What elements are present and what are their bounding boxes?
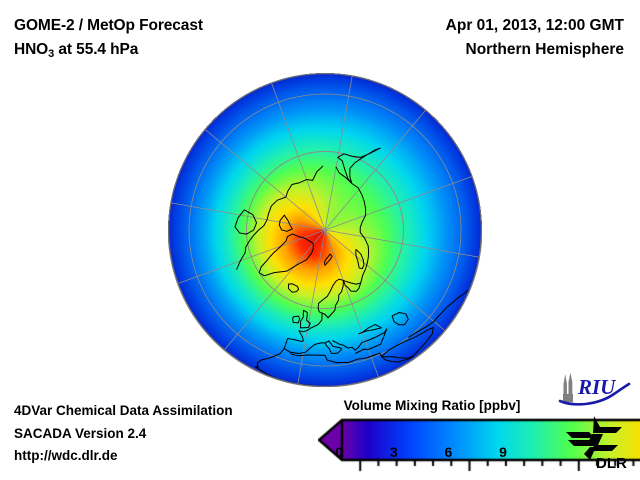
globe-canvas <box>168 73 482 387</box>
header-meta-block: Apr 01, 2013, 12:00 GMT Northern Hemisph… <box>446 14 624 62</box>
pressure-level-label: at 55.4 hPa <box>54 41 139 58</box>
footer-line-url: http://wdc.dlr.de <box>14 448 118 463</box>
dlr-logo: DLR <box>566 416 627 472</box>
colorbar-tick-9: 9 <box>499 444 507 460</box>
species-subscript: 3 <box>48 48 55 60</box>
footer-text-block: 4DVar Chemical Data Assimilation SACADA … <box>14 400 233 468</box>
riu-wave-icon <box>558 382 631 406</box>
header-title-block: GOME-2 / MetOp Forecast HNO3 at 55.4 hPa <box>14 14 203 63</box>
colorbar-title: Volume Mixing Ratio [ppbv] <box>343 398 521 413</box>
colorbar-tick-6: 6 <box>444 444 453 460</box>
colorbar-tick-0: 0 <box>335 444 343 460</box>
dlr-mark-icon <box>566 416 622 460</box>
colorbar: Volume Mixing Ratio [ppbv] 0 3 6 9 <box>318 398 640 474</box>
colorbar-tick-3: 3 <box>389 444 398 460</box>
footer-line-assimilation: 4DVar Chemical Data Assimilation <box>14 403 233 418</box>
globe-map <box>168 73 482 387</box>
riu-cathedral-towers-icon <box>563 372 573 402</box>
timestamp-label: Apr 01, 2013, 12:00 GMT <box>445 17 624 34</box>
region-label: Northern Hemisphere <box>465 41 624 58</box>
header-title-line1: GOME-2 / MetOp Forecast <box>14 17 203 34</box>
riu-logo: RIU <box>558 372 631 406</box>
dlr-wordmark: DLR <box>596 455 627 472</box>
species-label: HNO <box>14 41 49 58</box>
header-title-line2: HNO3 at 55.4 hPa <box>14 38 203 63</box>
footer-line-version: SACADA Version 2.4 <box>14 425 147 441</box>
